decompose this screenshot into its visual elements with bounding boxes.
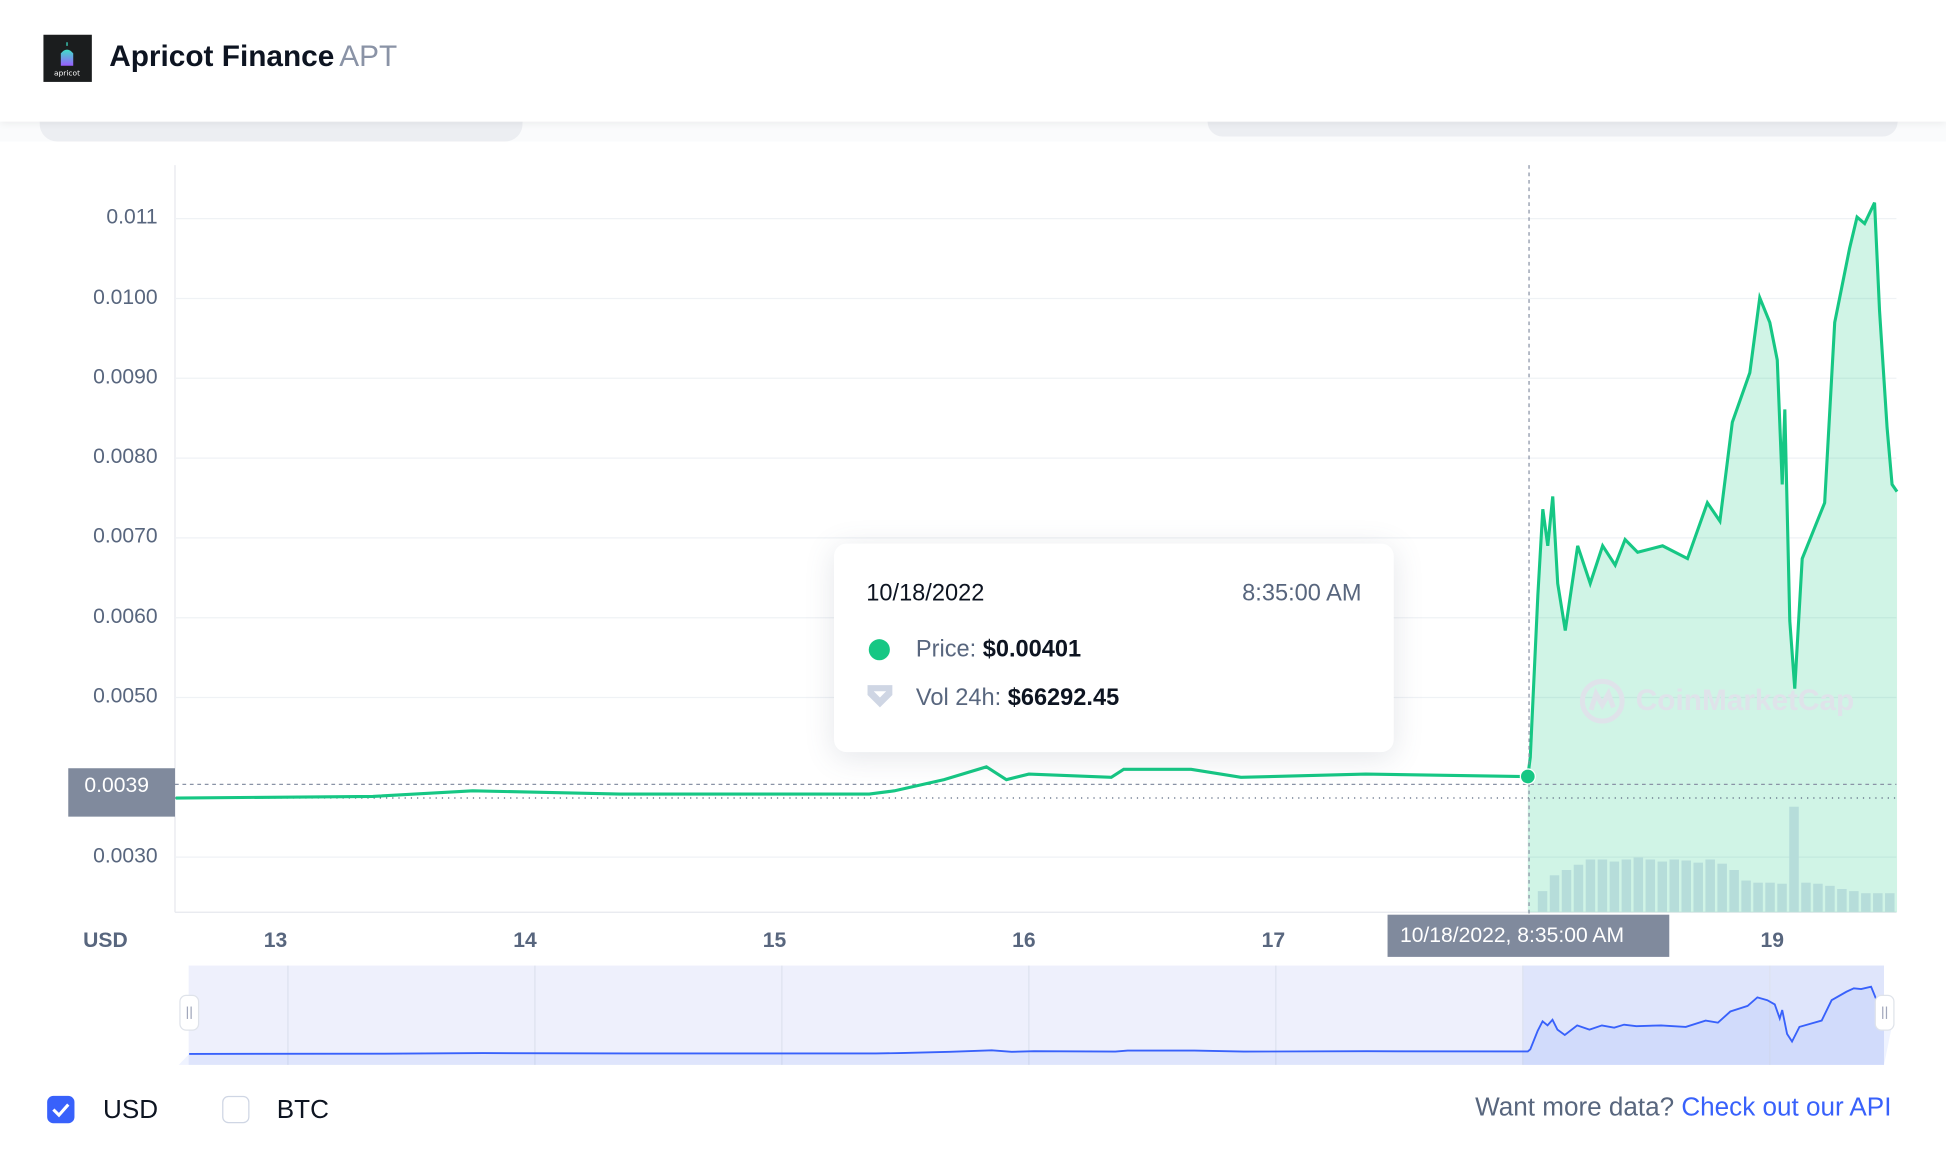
price-area xyxy=(1527,202,1898,913)
tooltip-price-label: Price: xyxy=(915,636,977,663)
navigator-area xyxy=(178,986,1894,1065)
x-tick-label: 19 xyxy=(1760,928,1785,952)
watermark-text: CoinMarketCap xyxy=(1635,683,1855,718)
y-tick-label: 0.011 xyxy=(106,205,158,229)
volume-bar xyxy=(1669,859,1680,913)
y-tick-label: 0.0100 xyxy=(93,284,158,309)
coin-symbol: APT xyxy=(339,39,398,74)
api-link[interactable]: Check out our API xyxy=(1681,1093,1892,1122)
apricot-logo: apricot xyxy=(43,34,92,82)
volume-bars xyxy=(174,806,1897,913)
navigator-line xyxy=(189,985,1894,1055)
crosshair-x-label: 10/18/2022, 8:35:00 AM xyxy=(1387,914,1670,957)
coinmarketcap-icon xyxy=(1579,678,1625,724)
coin-name: Apricot Finance xyxy=(109,39,335,74)
volume-bar xyxy=(1621,859,1632,913)
y-tick-label: 0.0070 xyxy=(93,524,158,548)
x-tick-label: 15 xyxy=(762,928,787,952)
volume-bar xyxy=(1741,880,1751,913)
navigator-handle-right[interactable] xyxy=(1874,994,1895,1031)
gridlines xyxy=(174,218,1897,858)
tooltip: 10/18/2022 8:35:00 AM Price: $0.00401 Vo… xyxy=(834,543,1394,753)
volume-bar xyxy=(1537,891,1548,913)
volume-icon xyxy=(867,685,893,708)
x-tick-label: 14 xyxy=(513,928,537,952)
price-dot-icon xyxy=(868,639,890,661)
volume-bar xyxy=(1573,864,1584,913)
volume-bar xyxy=(1633,857,1644,913)
y-tick-label: 0.0090 xyxy=(93,364,158,389)
volume-bar xyxy=(1585,859,1596,913)
btc-label[interactable]: BTC xyxy=(276,1095,329,1125)
volume-bar xyxy=(1825,885,1835,913)
volume-bar xyxy=(1885,893,1895,913)
volume-bar xyxy=(1813,883,1823,913)
svg-text:apricot: apricot xyxy=(54,69,80,78)
crosshair-y-label: 0.0039 xyxy=(68,768,175,817)
y-tick-label: 0.0060 xyxy=(93,604,158,628)
selected-point xyxy=(1519,768,1536,785)
crosshair-x-value: 10/18/2022, 8:35:00 AM xyxy=(1399,923,1625,947)
volume-bar xyxy=(1705,859,1715,913)
volume-bar xyxy=(1765,882,1775,913)
volume-bar xyxy=(1693,862,1703,913)
navigator-gridlines xyxy=(287,965,1771,1065)
volume-bar xyxy=(1873,893,1883,913)
x-tick-label: 17 xyxy=(1261,928,1286,952)
chart-type-tabs-ghost xyxy=(1207,121,1898,137)
btc-checkbox[interactable] xyxy=(222,1095,250,1124)
volume-bar xyxy=(1681,860,1691,913)
volume-bar xyxy=(1657,861,1668,913)
y-tick-label: 0.0030 xyxy=(93,843,158,868)
usd-label[interactable]: USD xyxy=(103,1095,159,1125)
volume-bar xyxy=(1801,882,1811,913)
tooltip-vol-label: Vol 24h: xyxy=(915,685,1002,712)
volume-bar xyxy=(1837,888,1847,913)
volume-bar xyxy=(1597,859,1608,913)
price-line xyxy=(175,202,1899,800)
volume-bar xyxy=(1717,863,1727,913)
y-tick-label: 0.0080 xyxy=(93,444,158,469)
tooltip-price-value: $0.00401 xyxy=(982,636,1082,663)
volume-bar xyxy=(1849,891,1859,913)
volume-bar xyxy=(1777,883,1787,913)
footer-text: Want more data? xyxy=(1475,1093,1675,1122)
volume-bar xyxy=(1549,875,1560,913)
volume-bar xyxy=(1861,893,1871,913)
range-tabs-ghost xyxy=(39,121,523,142)
header: apricot Apricot Finance APT xyxy=(0,0,1946,122)
usd-checkbox[interactable] xyxy=(47,1095,75,1124)
y-axis-unit: USD xyxy=(83,928,128,952)
footer: Want more data? Check out our API xyxy=(1475,1093,1891,1123)
watermark: CoinMarketCap xyxy=(1579,678,1855,725)
x-tick-label: 16 xyxy=(1012,928,1036,952)
check-icon xyxy=(52,1103,70,1118)
tooltip-vol-value: $66292.45 xyxy=(1007,685,1120,712)
y-tick-label: 0.0050 xyxy=(93,683,158,708)
volume-bar xyxy=(1753,882,1763,913)
x-tick-label: 13 xyxy=(263,928,288,952)
crosshair-y-value: 0.0039 xyxy=(84,773,149,797)
volume-bar xyxy=(1789,806,1799,913)
volume-bar xyxy=(1609,861,1620,913)
tooltip-date: 10/18/2022 xyxy=(866,580,985,607)
volume-bar xyxy=(1645,859,1656,913)
coin-title: Apricot Finance APT xyxy=(109,40,397,75)
navigator-handle-left[interactable] xyxy=(179,994,200,1031)
tooltip-time: 8:35:00 AM xyxy=(1242,580,1362,607)
volume-bar xyxy=(1729,870,1739,913)
volume-bar xyxy=(1561,870,1572,913)
